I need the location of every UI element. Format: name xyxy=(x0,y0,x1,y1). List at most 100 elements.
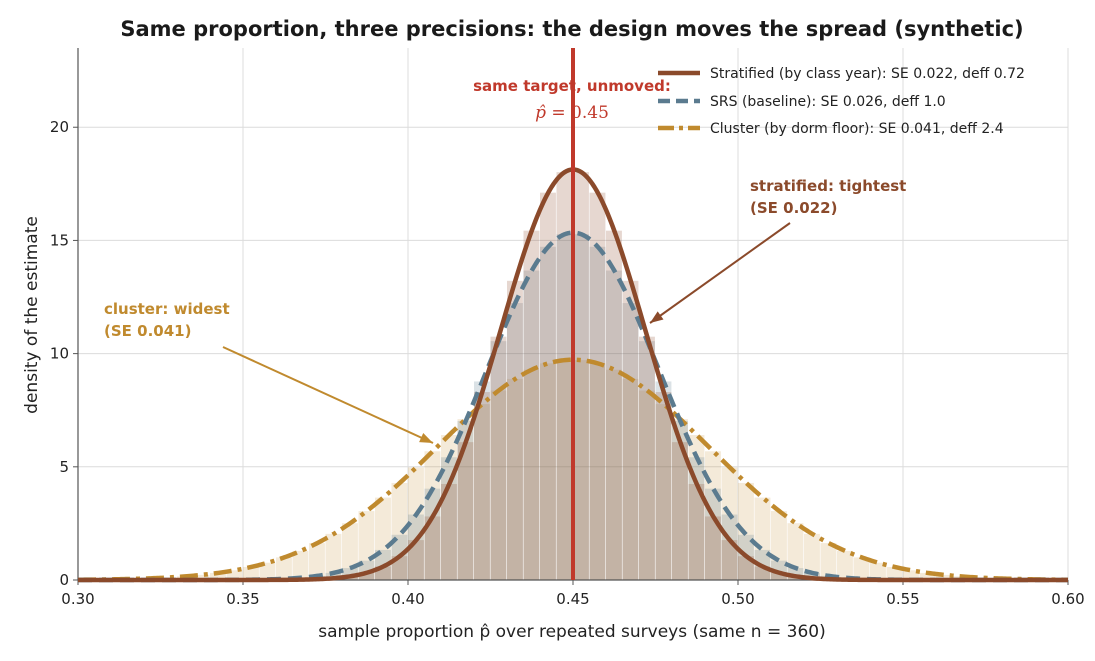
histogram-bar xyxy=(474,392,490,580)
histogram-bar xyxy=(540,192,556,580)
histogram-bar xyxy=(606,230,622,580)
histogram-bar xyxy=(639,341,655,580)
histogram-bar xyxy=(672,419,688,580)
x-axis-label: sample proportion p̂ over repeated surve… xyxy=(318,622,825,642)
legend-label: SRS (baseline): SE 0.026, deff 1.0 xyxy=(710,94,946,110)
histogram-bar xyxy=(705,516,721,580)
density-curve-dashdot xyxy=(77,357,1069,582)
y-tick-label: 5 xyxy=(59,458,69,476)
histogram-bar xyxy=(358,572,375,580)
histogram-bar xyxy=(738,556,754,580)
histogram-bar xyxy=(606,369,622,580)
histogram-bar xyxy=(490,390,507,580)
x-tick-label: 0.60 xyxy=(1051,590,1084,608)
histogram-bar xyxy=(408,467,424,580)
histogram-bar xyxy=(523,369,540,580)
histogram-bar xyxy=(886,566,903,580)
histogram-bar xyxy=(210,572,226,580)
histogram-bar xyxy=(474,381,490,580)
p-hat-symbol: p̂ xyxy=(535,103,546,123)
histogram-bar xyxy=(622,303,639,580)
legend: Stratified (by class year): SE 0.022, de… xyxy=(658,66,1025,137)
histogram-bar xyxy=(556,360,573,580)
stratified-arrow-head xyxy=(650,311,664,323)
histogram-bar xyxy=(639,390,655,580)
histogram-bar xyxy=(424,516,441,580)
histogram-bar xyxy=(540,363,556,580)
histogram-bar xyxy=(573,172,589,580)
histogram-bar xyxy=(589,192,606,580)
histogram-bar xyxy=(342,568,358,580)
histogram-bar xyxy=(507,303,523,580)
histogram-bar xyxy=(325,533,342,580)
target-value: = 0.45 xyxy=(546,103,609,123)
histogram-bar xyxy=(226,570,243,580)
histogram-bar xyxy=(853,557,870,580)
histogram-bar xyxy=(391,556,408,580)
legend-label: Cluster (by dorm floor): SE 0.041, deff … xyxy=(710,121,1004,137)
histogram-bar xyxy=(655,392,672,580)
stratified-arrow-shaft xyxy=(649,222,791,324)
histogram-bar xyxy=(820,543,837,580)
legend-label: Stratified (by class year): SE 0.022, de… xyxy=(710,66,1025,82)
histogram-bar xyxy=(408,514,424,580)
histogram-bar xyxy=(870,562,886,580)
histogram-bar xyxy=(457,420,474,580)
histogram-bar xyxy=(540,246,556,580)
y-tick-label: 20 xyxy=(50,118,69,136)
y-tick-label: 15 xyxy=(50,231,69,249)
histogram-bar xyxy=(259,562,276,580)
cluster-arrow-shaft xyxy=(222,346,434,444)
histogram-bar xyxy=(622,378,639,580)
histogram-bar xyxy=(721,540,738,580)
histogram-bar xyxy=(589,246,606,580)
histogram-bar xyxy=(754,497,771,580)
cluster-annotation-line2: (SE 0.041) xyxy=(104,322,191,340)
histogram-bar xyxy=(441,483,457,580)
histogram-bar xyxy=(721,467,738,580)
histogram-bar xyxy=(276,557,292,580)
histogram-bar xyxy=(837,550,853,580)
histogram-bar xyxy=(292,550,309,580)
histogram-bar xyxy=(523,230,540,580)
histogram-bar xyxy=(375,497,391,580)
histogram-bar xyxy=(655,404,672,580)
y-axis-label: density of the estimate xyxy=(22,216,42,414)
histogram-bar xyxy=(688,483,705,580)
x-tick-label: 0.45 xyxy=(556,590,589,608)
histogram-bar xyxy=(672,420,688,580)
chart-title: Same proportion, three precisions: the d… xyxy=(120,17,1023,41)
stratified-annotation-line2: (SE 0.022) xyxy=(750,199,837,217)
histogram-bar xyxy=(573,234,589,580)
histogram-bar xyxy=(556,234,573,580)
histogram-bar xyxy=(507,280,523,580)
histogram-bar xyxy=(771,572,787,580)
annotations: same target, unmoved: p̂ = 0.45 stratified… xyxy=(104,77,906,444)
histogram-bar xyxy=(441,457,457,580)
histogram-bar xyxy=(721,514,738,580)
histogram-bar xyxy=(622,280,639,580)
target-annotation-line2: p̂ = 0.45 xyxy=(535,103,609,123)
histogram-bar xyxy=(523,270,540,580)
x-tick-label: 0.55 xyxy=(886,590,919,608)
stratified-annotation-line1: stratified: tightest xyxy=(750,177,906,195)
histogram-bar xyxy=(457,442,474,580)
histogram-bar xyxy=(474,404,490,580)
histogram-bar xyxy=(556,172,573,580)
histogram-bar xyxy=(639,336,655,580)
x-tick-label: 0.30 xyxy=(61,590,94,608)
histogram-bar xyxy=(919,572,936,580)
histogram-bar xyxy=(936,574,952,580)
histogram-bar xyxy=(408,540,424,580)
histogram-bar xyxy=(672,442,688,580)
histogram-bar xyxy=(804,533,820,580)
histogram-bar xyxy=(243,566,259,580)
cluster-annotation-line1: cluster: widest xyxy=(104,300,230,318)
histogram-bar xyxy=(903,570,919,580)
histogram-bar xyxy=(573,360,589,580)
histogram-bar xyxy=(309,543,325,580)
histogram-bar xyxy=(507,378,523,580)
histogram-bar xyxy=(606,270,622,580)
histogram-bar xyxy=(771,511,787,580)
